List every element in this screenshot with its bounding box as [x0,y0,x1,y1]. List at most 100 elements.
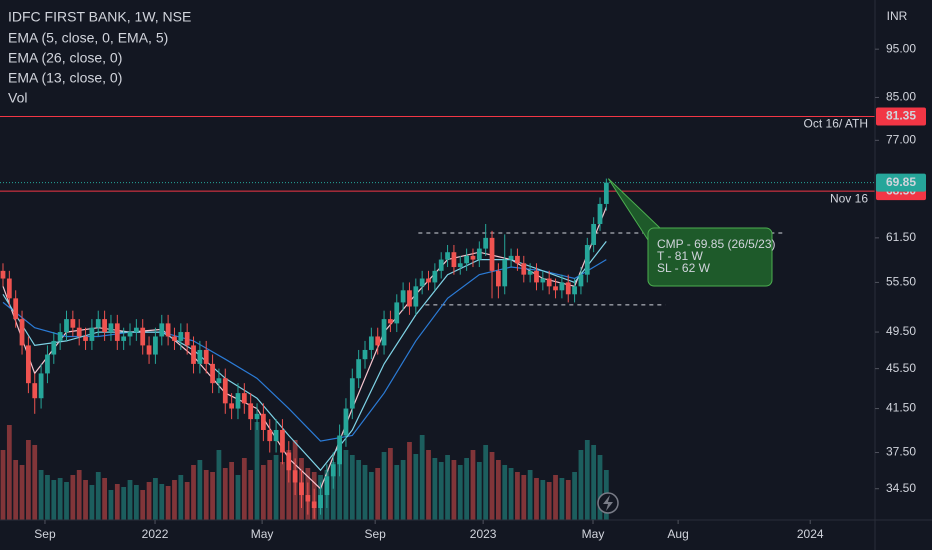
reference-label: Oct 16/ ATH [804,117,868,131]
volume-bar [146,482,152,520]
y-tick-label: 34.50 [886,481,916,495]
x-tick-label: 2023 [470,527,497,541]
icon-bolt [603,495,613,511]
volume-bar [108,490,114,520]
volume-bar [26,440,31,520]
candle-body [362,349,368,360]
volume-bar [286,450,292,520]
volume-bar [197,460,203,520]
volume-bar [64,482,69,520]
callout-text: T - 81 W [657,249,703,263]
y-tick-label: 49.50 [886,324,916,338]
candle-body [546,278,552,287]
volume-bar [438,462,444,520]
candle-body [178,332,184,341]
currency: INR [887,9,908,23]
y-tick-label: 55.50 [886,275,916,289]
volume-bar [457,465,463,520]
candle-body [419,278,425,287]
x-tick-label: May [582,527,605,541]
volume-bar [165,486,171,520]
volume-bar [591,445,597,520]
candle-body [165,323,171,337]
y-tick-label: 85.00 [886,90,916,104]
volume-bar [153,478,158,520]
volume-bar [584,440,590,520]
volume-bar [426,450,431,520]
candle-body [451,252,457,268]
candle-body [140,327,146,346]
candle-body [76,327,82,337]
candle-body [57,332,63,341]
volume-bar [235,475,241,520]
candle-body [267,429,273,442]
candle-body [438,259,444,271]
candle-body [445,252,450,260]
volume-bar [102,478,107,520]
x-tick-label: Sep [364,527,386,541]
candle-body [95,319,101,328]
candle-body [32,383,38,399]
callout-text: SL - 62 W [657,261,711,275]
volume-bar [407,442,412,520]
volume-bar [381,452,387,520]
price-label-box [876,173,926,192]
volume-bar [362,465,368,520]
volume-bar [32,445,38,520]
volume-bar [76,470,82,520]
volume-bar [515,472,520,520]
volume-bar [565,480,571,520]
candle-body [254,413,260,420]
volume-bar [546,482,552,520]
candle-body [508,255,514,260]
volume-bar [261,465,266,520]
candle-body [159,323,165,337]
candle-body [591,223,597,245]
candle-body [114,323,120,341]
volume-bar [45,475,50,520]
candle-body [311,501,317,509]
candle-body [241,393,247,404]
volume-bar [70,475,76,520]
volume-bar [0,450,6,520]
x-tick-label: 2024 [797,527,824,541]
candle-body [216,378,222,384]
candle-body [356,359,362,379]
candle-body [534,270,539,283]
volume-bar [178,475,184,520]
candle-body [273,429,279,442]
candle-body [584,244,590,275]
candle-body [413,286,419,307]
candle-body [248,403,254,420]
plot-area [0,115,875,520]
candle-body [133,327,139,333]
candle-body [572,286,577,295]
candle-body [388,319,393,324]
volume-bar [476,462,482,520]
y-tick-label: 77.00 [886,133,916,147]
candle-body [83,336,88,341]
candle-body [38,373,44,399]
volume-bar [572,472,577,520]
callout-text: CMP - 69.85 (26/5/23) [657,237,776,251]
alert-icon[interactable] [597,492,619,514]
candle-body [521,263,527,275]
candle-body [559,282,565,291]
volume-bar [95,472,101,520]
volume-bar [203,470,209,520]
candle-body [64,319,69,333]
legend-entry: EMA (26, close, 0) [8,50,122,66]
volume-bar [337,458,342,520]
volume-bar [508,468,514,520]
volume-bar [280,462,285,520]
candle-body [483,237,489,249]
volume-bar [38,470,44,520]
candle-body [553,286,558,291]
candle-body [261,413,266,430]
candle-body [343,408,349,436]
candle-body [292,470,298,483]
x-tick-label: May [251,527,274,541]
legend-entry: EMA (5, close, 0, EMA, 5) [8,30,168,46]
volume-bar [464,458,470,520]
